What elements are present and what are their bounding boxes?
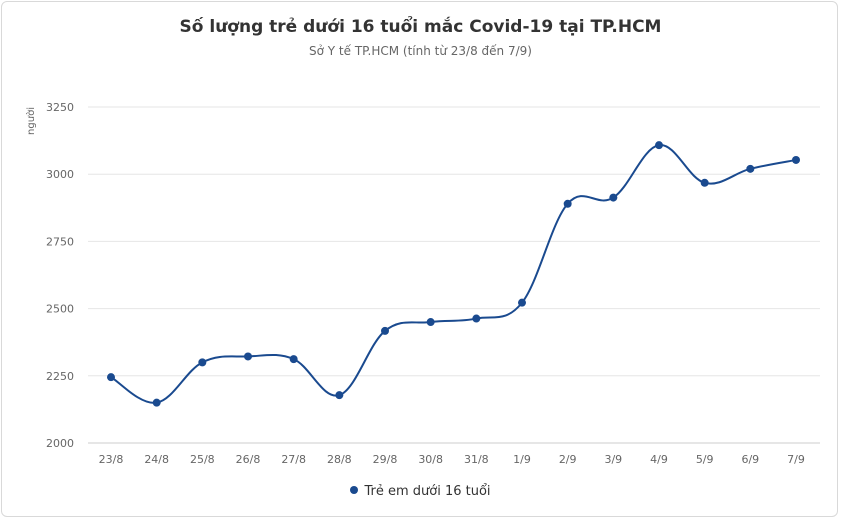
x-tick-label: 27/8	[281, 453, 306, 466]
data-point	[746, 164, 755, 173]
x-tick-label: 24/8	[144, 453, 169, 466]
y-tick-label: 2250	[46, 370, 74, 383]
x-tick-label: 23/8	[99, 453, 124, 466]
data-point	[198, 358, 207, 367]
x-tick-label: 28/8	[327, 453, 352, 466]
x-tick-label: 2/9	[559, 453, 577, 466]
series-line	[110, 144, 797, 404]
x-tick-label: 1/9	[513, 453, 531, 466]
y-tick-label: 3250	[46, 101, 74, 114]
data-point	[107, 373, 115, 382]
x-tick-label: 29/8	[373, 453, 398, 466]
data-point	[563, 199, 572, 208]
data-point	[152, 398, 161, 407]
chart-title: Số lượng trẻ dưới 16 tuổi mắc Covid-19 t…	[179, 17, 662, 37]
x-tick-label: 25/8	[190, 453, 215, 466]
data-point	[289, 355, 298, 364]
data-point	[518, 298, 526, 307]
data-point	[426, 318, 435, 327]
axis-labels: 2000 2250 2500 2750 3000 3250 23/8 24/8 25/8 26/8…	[25, 101, 805, 466]
y-tick-label: 2000	[46, 437, 74, 450]
x-tick-label: 4/9	[650, 453, 668, 466]
grid-lines	[88, 106, 820, 444]
data-point	[700, 178, 709, 187]
x-tick-label: 6/9	[741, 453, 759, 466]
data-point	[381, 326, 389, 335]
chart-subtitle: Sở Y tế TP.HCM (tính từ 23/8 đến 7/9)	[309, 44, 532, 58]
x-tick-label: 31/8	[464, 453, 489, 466]
y-tick-label: 2500	[46, 303, 74, 316]
data-point	[792, 155, 800, 164]
x-tick-label: 3/9	[604, 453, 622, 466]
y-tick-label: 3000	[46, 168, 74, 181]
series-layer	[107, 141, 800, 407]
legend-marker	[350, 486, 359, 494]
legend-label: Trẻ em dưới 16 tuổi	[364, 484, 491, 499]
data-point	[335, 391, 344, 400]
y-tick-label: 2750	[46, 235, 74, 248]
x-tick-label: 7/9	[787, 453, 805, 466]
data-point	[244, 352, 252, 361]
data-point	[472, 314, 481, 323]
x-tick-label: 5/9	[696, 453, 714, 466]
legend[interactable]: Trẻ em dưới 16 tuổi	[0, 484, 841, 499]
x-tick-label: 30/8	[418, 453, 443, 466]
data-point	[609, 193, 618, 202]
data-point	[655, 141, 663, 150]
x-tick-label: 26/8	[236, 453, 261, 466]
y-axis-label: người	[25, 107, 37, 135]
